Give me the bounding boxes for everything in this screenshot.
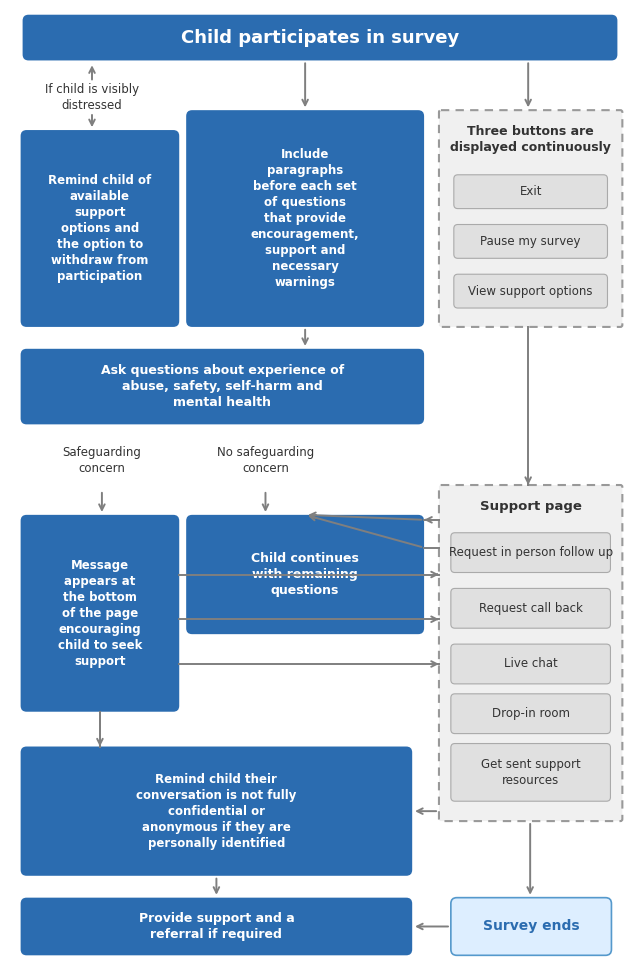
Text: Request call back: Request call back: [479, 602, 582, 615]
Text: If child is visibly
distressed: If child is visibly distressed: [45, 83, 139, 111]
FancyBboxPatch shape: [451, 744, 611, 801]
FancyBboxPatch shape: [186, 515, 424, 634]
FancyBboxPatch shape: [20, 515, 179, 712]
FancyBboxPatch shape: [439, 110, 622, 327]
FancyBboxPatch shape: [454, 224, 607, 259]
FancyBboxPatch shape: [451, 644, 611, 684]
FancyBboxPatch shape: [439, 485, 622, 821]
Text: Remind child their
conversation is not fully
confidential or
anonymous if they a: Remind child their conversation is not f…: [136, 773, 296, 850]
Text: Survey ends: Survey ends: [483, 919, 579, 933]
Text: No safeguarding
concern: No safeguarding concern: [217, 446, 314, 474]
Text: Child participates in survey: Child participates in survey: [181, 28, 459, 47]
Text: Three buttons are
displayed continuously: Three buttons are displayed continuously: [450, 126, 611, 154]
Text: Request in person follow up: Request in person follow up: [449, 547, 612, 559]
Text: Message
appears at
the bottom
of the page
encouraging
child to seek
support: Message appears at the bottom of the pag…: [58, 559, 142, 668]
FancyBboxPatch shape: [451, 589, 611, 629]
Text: Drop-in room: Drop-in room: [492, 708, 570, 720]
FancyBboxPatch shape: [22, 15, 618, 61]
FancyBboxPatch shape: [186, 110, 424, 327]
Text: Get sent support
resources: Get sent support resources: [481, 758, 580, 787]
FancyBboxPatch shape: [451, 533, 611, 573]
Text: Provide support and a
referral if required: Provide support and a referral if requir…: [138, 912, 294, 941]
FancyBboxPatch shape: [20, 348, 424, 425]
Text: Exit: Exit: [520, 185, 542, 198]
FancyBboxPatch shape: [20, 130, 179, 327]
FancyBboxPatch shape: [20, 898, 412, 956]
FancyBboxPatch shape: [20, 747, 412, 875]
FancyBboxPatch shape: [454, 175, 607, 209]
Text: Ask questions about experience of
abuse, safety, self-harm and
mental health: Ask questions about experience of abuse,…: [100, 364, 344, 409]
FancyBboxPatch shape: [451, 694, 611, 734]
FancyBboxPatch shape: [451, 898, 611, 956]
Text: Include
paragraphs
before each set
of questions
that provide
encouragement,
supp: Include paragraphs before each set of qu…: [251, 148, 360, 289]
Text: Remind child of
available
support
options and
the option to
withdraw from
partic: Remind child of available support option…: [48, 174, 152, 283]
Text: Pause my survey: Pause my survey: [481, 235, 581, 248]
Text: Safeguarding
concern: Safeguarding concern: [63, 446, 141, 474]
Text: Live chat: Live chat: [504, 658, 557, 671]
Text: View support options: View support options: [468, 285, 593, 298]
Text: Support page: Support page: [480, 501, 582, 513]
FancyBboxPatch shape: [454, 274, 607, 308]
Text: Child continues
with remaining
questions: Child continues with remaining questions: [251, 552, 359, 597]
